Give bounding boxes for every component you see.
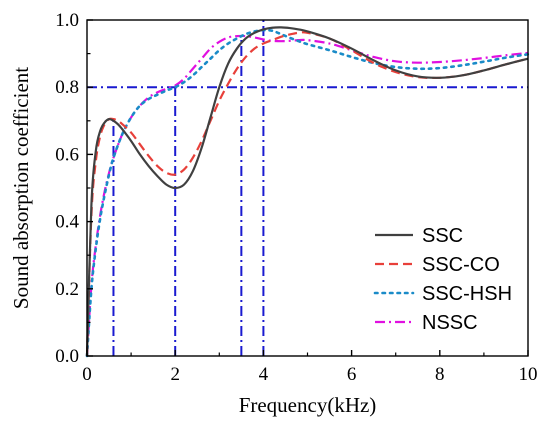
x-tick-label: 2	[170, 364, 180, 385]
legend-label-nssc: NSSC	[422, 312, 478, 334]
x-tick-label: 10	[519, 364, 538, 385]
x-tick-label: 4	[259, 364, 269, 385]
y-axis-title: Sound absorption coefficient	[9, 67, 33, 309]
series-line-nssc	[85, 34, 529, 357]
series-line-ssc-hsh	[85, 28, 530, 358]
y-tick-label: 0.0	[55, 346, 79, 367]
y-tick-label: 0.6	[55, 144, 79, 165]
plot-frame	[86, 19, 529, 357]
x-tick-label: 6	[347, 364, 357, 385]
x-axis-title: Frequency(kHz)	[239, 393, 377, 417]
x-tick-label: 8	[435, 364, 445, 385]
reference-lines	[87, 20, 528, 356]
y-axis: 0.0 0.2 0.4 0.6 0.8 1.0	[55, 10, 93, 367]
y-tick-label: 0.8	[55, 77, 79, 98]
y-tick-label: 0.4	[55, 212, 79, 233]
legend-label-ssc-co: SSC-CO	[422, 254, 500, 276]
legend: SSC SSC-CO SSC-HSH NSSC	[373, 225, 512, 334]
y-tick-label: 1.0	[55, 10, 79, 31]
x-axis: 0 2 4 6 8 10	[82, 350, 538, 385]
y-tick-label: 0.2	[55, 279, 79, 300]
series-line-ssc	[85, 26, 529, 357]
legend-label-ssc-hsh: SSC-HSH	[422, 283, 512, 305]
series-line-ssc-co	[85, 31, 529, 357]
legend-label-ssc: SSC	[422, 225, 463, 247]
x-tick-label: 0	[82, 364, 92, 385]
series-lines	[85, 26, 530, 358]
